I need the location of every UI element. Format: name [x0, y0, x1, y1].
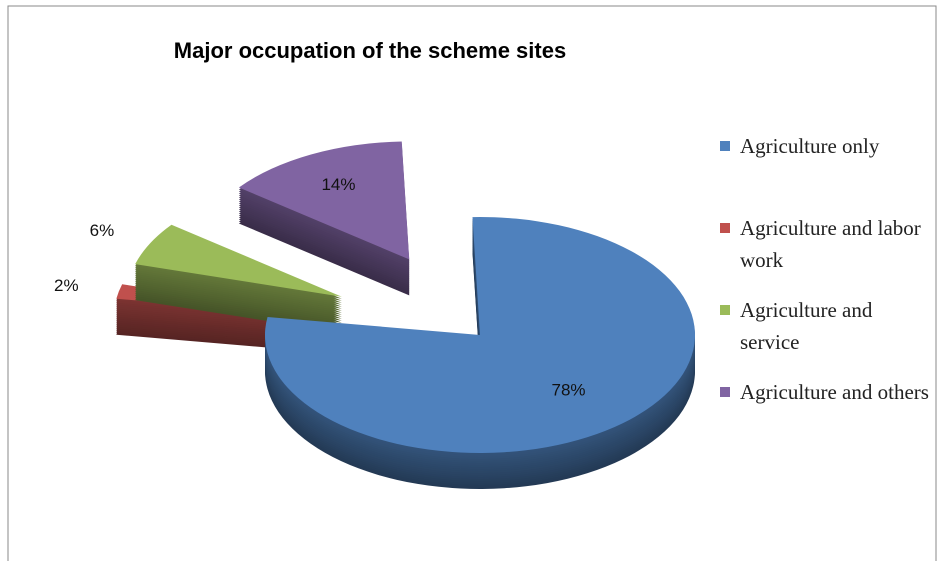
data-label: 6% [90, 221, 115, 240]
slice [264, 216, 695, 454]
legend-item: Agriculture and labor work [720, 212, 930, 294]
legend: Agriculture only Agriculture and labor wo… [720, 130, 930, 458]
data-label: 78% [551, 381, 585, 400]
slice [135, 224, 342, 297]
legend-label: Agriculture and service [740, 298, 873, 354]
legend-swatch [720, 387, 730, 397]
legend-item: Agriculture only [720, 130, 930, 212]
legend-label: Agriculture only [740, 134, 880, 158]
slice [238, 141, 410, 260]
legend-item: Agriculture and others [720, 376, 930, 458]
legend-swatch [720, 305, 730, 315]
chart-title: Major occupation of the scheme sites [174, 38, 566, 63]
legend-label: Agriculture and labor work [740, 216, 921, 272]
legend-swatch [720, 223, 730, 233]
data-label: 2% [54, 276, 79, 295]
data-label: 14% [321, 175, 355, 194]
legend-item: Agriculture and service [720, 294, 930, 376]
legend-label: Agriculture and others [740, 380, 929, 404]
legend-swatch [720, 141, 730, 151]
